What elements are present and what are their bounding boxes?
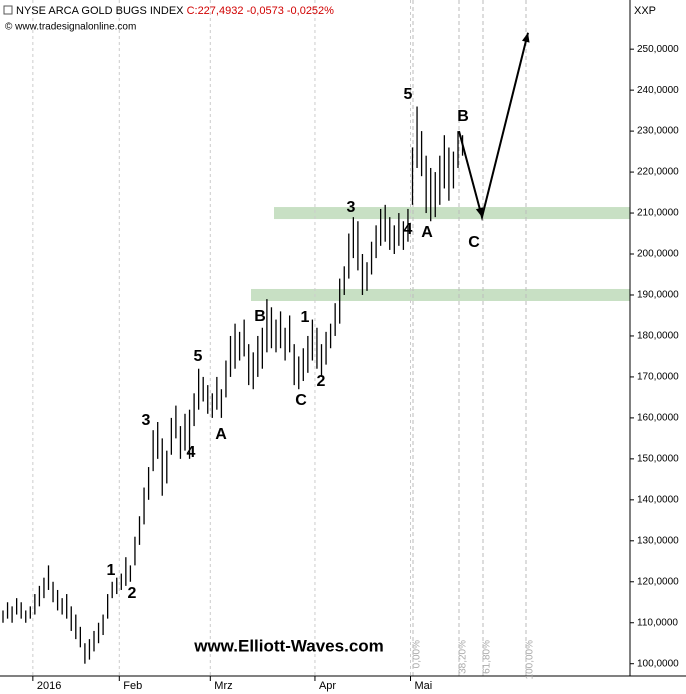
title: NYSE ARCA GOLD BUGS INDEX: [16, 5, 184, 17]
wave-label: A: [421, 224, 433, 241]
y-tick-label: 120,0000: [637, 576, 679, 587]
icon: [3, 5, 13, 15]
y-tick-label: 210,0000: [637, 208, 679, 219]
y-tick-label: 100,0000: [637, 658, 679, 669]
y-tick-label: 130,0000: [637, 535, 679, 546]
subtitle: C:227,4932 -0,0573 -0,0252%: [187, 5, 335, 17]
y-tick-label: 220,0000: [637, 167, 679, 178]
zone: [251, 288, 630, 301]
zone: [274, 207, 630, 220]
wave-label: 1: [301, 309, 310, 326]
wave-label: B: [457, 108, 469, 125]
y-tick-label: 110,0000: [637, 617, 678, 628]
wave-label: C: [295, 392, 307, 409]
x-tick-label: Mrz: [214, 680, 232, 692]
wave-label: 3: [142, 412, 151, 429]
wave-label: B: [254, 308, 266, 325]
y-tick-label: 250,0000: [637, 44, 679, 55]
arrow-head: [475, 207, 484, 218]
y-tick-label: 200,0000: [637, 249, 679, 260]
wave-label: A: [215, 426, 227, 443]
fib-label: 38,20%: [458, 640, 469, 674]
y-tick-label: 170,0000: [637, 372, 679, 383]
wave-label: 5: [404, 86, 413, 103]
wave-label: 3: [347, 199, 356, 216]
wave-label: 2: [128, 585, 137, 602]
axis-label: XXP: [634, 5, 656, 17]
wave-label: 5: [194, 348, 203, 365]
watermark: www.Elliott-Waves.com: [193, 636, 384, 655]
arrow-head: [521, 32, 530, 43]
y-tick-label: 230,0000: [637, 126, 679, 137]
x-tick-label: Apr: [319, 680, 336, 692]
wave-label: 4: [404, 221, 413, 238]
fib-label: 100,00%: [525, 640, 536, 680]
chart-title: NYSE ARCA GOLD BUGS INDEX C:227,4932 -0,…: [16, 5, 334, 17]
x-tick-label: Mai: [415, 680, 433, 692]
y-tick-label: 240,0000: [637, 85, 679, 96]
wave-label: 1: [107, 562, 116, 579]
y-tick-label: 180,0000: [637, 331, 679, 342]
wave-label: 2: [317, 373, 326, 390]
source: © www.tradesignalonline.com: [5, 22, 136, 33]
x-tick-label: Feb: [123, 680, 142, 692]
fib-label: 0,00%: [412, 640, 423, 668]
y-tick-label: 150,0000: [637, 454, 679, 465]
y-tick-label: 190,0000: [637, 290, 679, 301]
y-tick-label: 140,0000: [637, 494, 679, 505]
fib-label: 61,80%: [482, 640, 493, 674]
x-tick-label: 2016: [37, 680, 61, 692]
y-tick-label: 160,0000: [637, 413, 679, 424]
wave-label: 4: [187, 444, 196, 461]
wave-label: C: [468, 234, 480, 251]
